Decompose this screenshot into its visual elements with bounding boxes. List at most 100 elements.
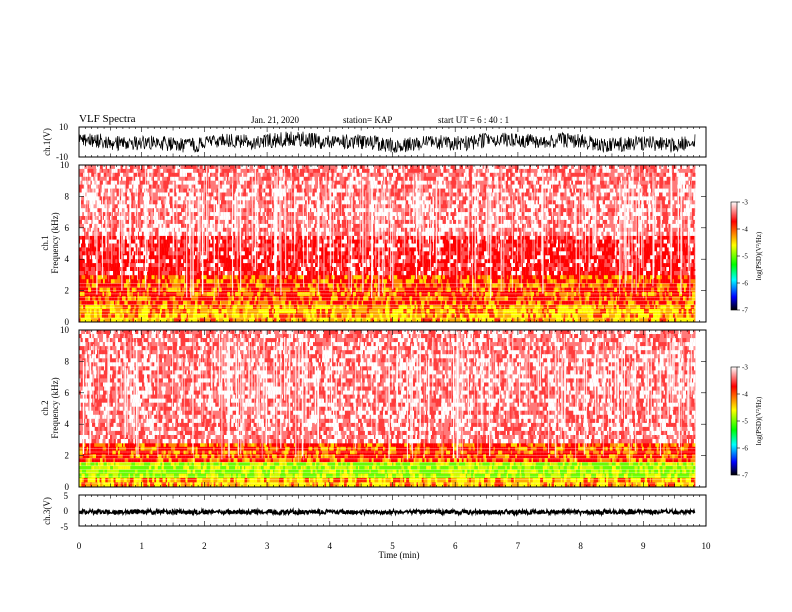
ch1-spectrogram-cell — [180, 283, 185, 288]
ch1-spectrogram-cell — [564, 255, 566, 260]
ch1-spectrogram-cell — [495, 279, 498, 284]
ch1-spectrogram-cell — [443, 247, 446, 252]
ch1-spectrogram-cell — [280, 296, 284, 301]
ch1-spectrogram-cell — [324, 251, 329, 256]
ch1-spectrogram-cell — [86, 279, 89, 284]
ch1-spectrogram-cell — [154, 251, 157, 256]
ch1-spectrogram-cell — [506, 300, 510, 306]
ch1-spectrogram-cell — [290, 304, 293, 310]
ch1-spectrogram-cell — [336, 263, 340, 268]
ch1-spectrogram-cell — [199, 267, 201, 272]
ch1-spectrogram-cell — [145, 283, 148, 288]
ch1-spectrogram-cell — [572, 247, 575, 252]
ch1-spectrogram-cell — [488, 291, 491, 297]
ch1-spectrogram-cell — [286, 263, 288, 268]
ch1-spectrogram-cell — [520, 300, 524, 306]
ch1-spectrogram-cell — [672, 263, 675, 268]
ch1-spectrogram-cell — [270, 239, 274, 244]
ch1-spectrogram-cell — [319, 263, 323, 268]
ch1-spectrogram-cell — [237, 300, 241, 306]
ch1-spectrogram-cell — [578, 300, 581, 306]
ch1-spectrogram-cell — [592, 291, 595, 297]
ch1-spectrogram-cell — [109, 296, 112, 301]
ch1-ylabel: ch.1(V) — [42, 128, 52, 156]
ch1-spectrogram-cell — [232, 300, 235, 306]
ch1-spectrogram-cell — [414, 235, 418, 240]
ch1-spectrogram-cell — [552, 247, 557, 252]
ch1-spectrogram-cell — [423, 274, 427, 280]
ch1-spectrogram-cell — [90, 279, 93, 284]
ch1-spectrogram-cell — [693, 239, 696, 244]
ch1-spectrogram-cell — [115, 259, 118, 264]
ch1-spectrogram-cell — [611, 274, 615, 280]
ch1-spectrogram-cell — [137, 235, 139, 240]
ch1-spectrogram-cell — [521, 304, 526, 310]
ch1-spectrogram-cell — [331, 235, 333, 240]
ch1-spectrogram-cell — [489, 247, 494, 252]
ch1-spectrogram-cell — [282, 317, 286, 323]
ch1-spectrogram-cell — [139, 263, 144, 268]
ch1-spectrogram-cell — [317, 283, 322, 288]
ch1-spectrogram-cell — [302, 304, 307, 310]
ch1-spectrogram-cell — [543, 296, 546, 301]
ch1-spectrogram-cell — [154, 283, 157, 288]
ch1-spectrogram-cell — [127, 287, 130, 293]
ch1-spectrogram-cell — [495, 274, 498, 280]
ch1-spectrogram-cell — [252, 279, 255, 284]
ch1-spectrogram-cell — [548, 296, 552, 301]
ch1-spectrogram-cell — [94, 304, 99, 310]
ch1-spectrogram-cell — [498, 239, 500, 244]
ch1-spectrogram-cell — [273, 313, 277, 318]
ch1-spectrogram-cell — [405, 291, 407, 297]
ch1-spectrogram-cell — [546, 239, 548, 244]
ch1-spectrogram-cell — [530, 243, 533, 248]
ch1-spectrogram-cell — [213, 287, 217, 293]
ch1-spectrogram-cell — [443, 274, 445, 280]
ch1-spectrogram-cell — [269, 313, 273, 318]
ch1-spectrogram-cell — [302, 243, 307, 248]
ch1-spectrogram-cell — [648, 235, 651, 240]
ch1-spectrogram-cell — [675, 243, 677, 248]
ch1-spectrogram-cell — [239, 291, 241, 297]
ch1-spectrogram-cell — [147, 283, 151, 288]
ch1-spectrogram-cell — [382, 291, 386, 297]
ch1-spectrogram-cell — [673, 243, 676, 248]
ch1-spectrogram-cell — [91, 283, 95, 288]
ch1-spectrogram-cell — [268, 279, 271, 284]
ch1-spectrogram-cell — [318, 304, 323, 310]
ch1-spectrogram-cell — [446, 259, 451, 264]
ch1-spectrogram-cell — [307, 263, 311, 268]
ch1-spectrogram-cell — [374, 279, 376, 284]
ch1-spectrogram-cell — [595, 304, 599, 310]
ch1-spectrogram-cell — [204, 283, 208, 288]
ch1-spectrogram-cell — [360, 283, 364, 288]
ch1-spectrogram-cell — [162, 235, 166, 240]
ch1-spectrogram-cell — [182, 317, 185, 323]
ch1-spectrogram-cell — [345, 313, 348, 318]
ch1-spectrogram-cell — [92, 287, 95, 293]
ch1-spectrogram-cell — [372, 304, 374, 310]
ch1-spectrogram-cell — [622, 304, 626, 310]
ch1-spectrogram-cell — [484, 313, 488, 318]
ch1-spectrogram-cell — [221, 255, 226, 260]
ch1-spectrogram-cell — [275, 263, 279, 268]
ch1-spectrogram-cell — [258, 313, 261, 318]
ch1-spectrogram-cell — [510, 287, 512, 293]
ch1-spectrogram-cell — [348, 304, 352, 310]
ch1-spectrogram-cell — [619, 247, 622, 252]
ch1-spectrogram-cell — [380, 317, 384, 323]
ch1-spectrogram-cell — [672, 291, 676, 297]
ch1-spectrogram-cell — [506, 279, 510, 284]
ch1-spectrogram-cell — [151, 274, 155, 280]
ch1-spectrogram-cell — [587, 304, 592, 310]
ch1-spectrogram-cell — [553, 259, 555, 264]
ch1-spectrogram-cell — [607, 283, 611, 288]
ch1-spectrogram-cell — [535, 300, 538, 306]
ch1-spectrogram-cell — [212, 304, 216, 310]
ch1-spectrogram-cell — [595, 300, 599, 306]
ch1-spectrogram-cell — [321, 313, 326, 318]
ch1-spectrogram-cell — [569, 283, 572, 288]
ch1-spectrogram-cell — [323, 274, 326, 280]
ch1-spectrogram-cell — [479, 259, 482, 264]
ch1-spectrogram-cell — [470, 243, 472, 248]
